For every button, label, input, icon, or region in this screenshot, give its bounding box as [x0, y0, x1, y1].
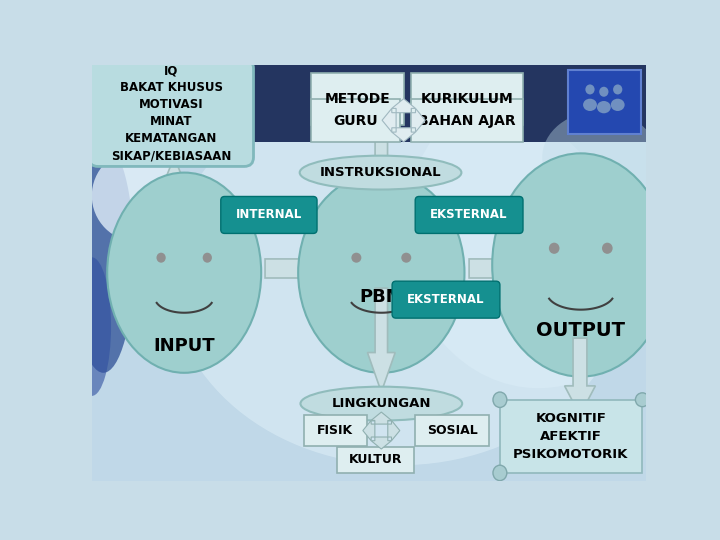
Bar — [567, 70, 641, 134]
Polygon shape — [382, 109, 396, 132]
Polygon shape — [363, 420, 375, 441]
Polygon shape — [367, 177, 395, 269]
Text: METODE: METODE — [325, 92, 390, 106]
Ellipse shape — [298, 173, 464, 373]
Polygon shape — [392, 128, 415, 142]
Ellipse shape — [549, 242, 559, 254]
Text: INTERNAL: INTERNAL — [235, 208, 302, 221]
Text: EKSTERNAL: EKSTERNAL — [408, 293, 485, 306]
Text: BAHAN AJAR: BAHAN AJAR — [418, 113, 516, 127]
Ellipse shape — [492, 153, 670, 377]
Bar — [92, 65, 647, 142]
Text: LINGKUNGAN: LINGKUNGAN — [332, 397, 431, 410]
Ellipse shape — [542, 111, 658, 204]
Text: GURU: GURU — [333, 113, 378, 127]
Ellipse shape — [203, 253, 212, 262]
Ellipse shape — [351, 253, 361, 262]
Ellipse shape — [73, 142, 134, 373]
Ellipse shape — [168, 80, 631, 465]
Ellipse shape — [73, 257, 111, 396]
Ellipse shape — [300, 387, 462, 421]
Ellipse shape — [493, 392, 507, 408]
Polygon shape — [411, 109, 426, 132]
Text: IQ
BAKAT KHUSUS
MOTIVASI
MINAT
KEMATANGAN
SIKAP/KEBIASAAN: IQ BAKAT KHUSUS MOTIVASI MINAT KEMATANGA… — [111, 64, 231, 163]
FancyBboxPatch shape — [304, 415, 366, 446]
Polygon shape — [371, 412, 392, 424]
Ellipse shape — [493, 465, 507, 481]
FancyBboxPatch shape — [337, 447, 414, 473]
Text: INPUT: INPUT — [153, 337, 215, 355]
Polygon shape — [371, 437, 392, 449]
Text: OUTPUT: OUTPUT — [536, 321, 625, 340]
Ellipse shape — [585, 84, 595, 94]
Polygon shape — [265, 247, 354, 289]
Ellipse shape — [599, 87, 608, 97]
Polygon shape — [469, 247, 554, 289]
Polygon shape — [161, 157, 187, 242]
Ellipse shape — [597, 101, 611, 113]
Ellipse shape — [577, 173, 654, 327]
Ellipse shape — [404, 80, 673, 388]
FancyBboxPatch shape — [221, 197, 317, 233]
FancyBboxPatch shape — [311, 72, 404, 125]
Polygon shape — [564, 338, 595, 415]
Text: INSTRUKSIONAL: INSTRUKSIONAL — [320, 166, 441, 179]
FancyBboxPatch shape — [392, 281, 500, 318]
Ellipse shape — [636, 393, 649, 407]
FancyBboxPatch shape — [500, 400, 642, 473]
Polygon shape — [367, 126, 395, 165]
Polygon shape — [367, 288, 395, 392]
FancyBboxPatch shape — [415, 415, 489, 446]
Ellipse shape — [92, 150, 184, 242]
Text: EKSTERNAL: EKSTERNAL — [431, 208, 508, 221]
FancyBboxPatch shape — [415, 197, 523, 233]
Text: KOGNITIF
AFEKTIF
PSIKOMOTORIK: KOGNITIF AFEKTIF PSIKOMOTORIK — [513, 412, 629, 461]
Text: SOSIAL: SOSIAL — [427, 424, 477, 437]
Text: PBM: PBM — [359, 288, 404, 306]
Ellipse shape — [602, 242, 613, 254]
Ellipse shape — [107, 173, 261, 373]
Text: KURIKULUM: KURIKULUM — [420, 92, 513, 106]
Polygon shape — [392, 99, 415, 113]
FancyBboxPatch shape — [89, 59, 253, 166]
FancyBboxPatch shape — [411, 99, 523, 142]
FancyBboxPatch shape — [411, 72, 523, 125]
Ellipse shape — [401, 253, 411, 262]
Ellipse shape — [583, 99, 597, 111]
Ellipse shape — [613, 84, 622, 94]
Ellipse shape — [611, 99, 625, 111]
Text: KULTUR: KULTUR — [348, 453, 402, 467]
Text: FISIK: FISIK — [317, 424, 354, 437]
FancyBboxPatch shape — [311, 99, 400, 142]
Ellipse shape — [300, 156, 462, 190]
Ellipse shape — [156, 253, 166, 262]
Polygon shape — [388, 420, 400, 441]
